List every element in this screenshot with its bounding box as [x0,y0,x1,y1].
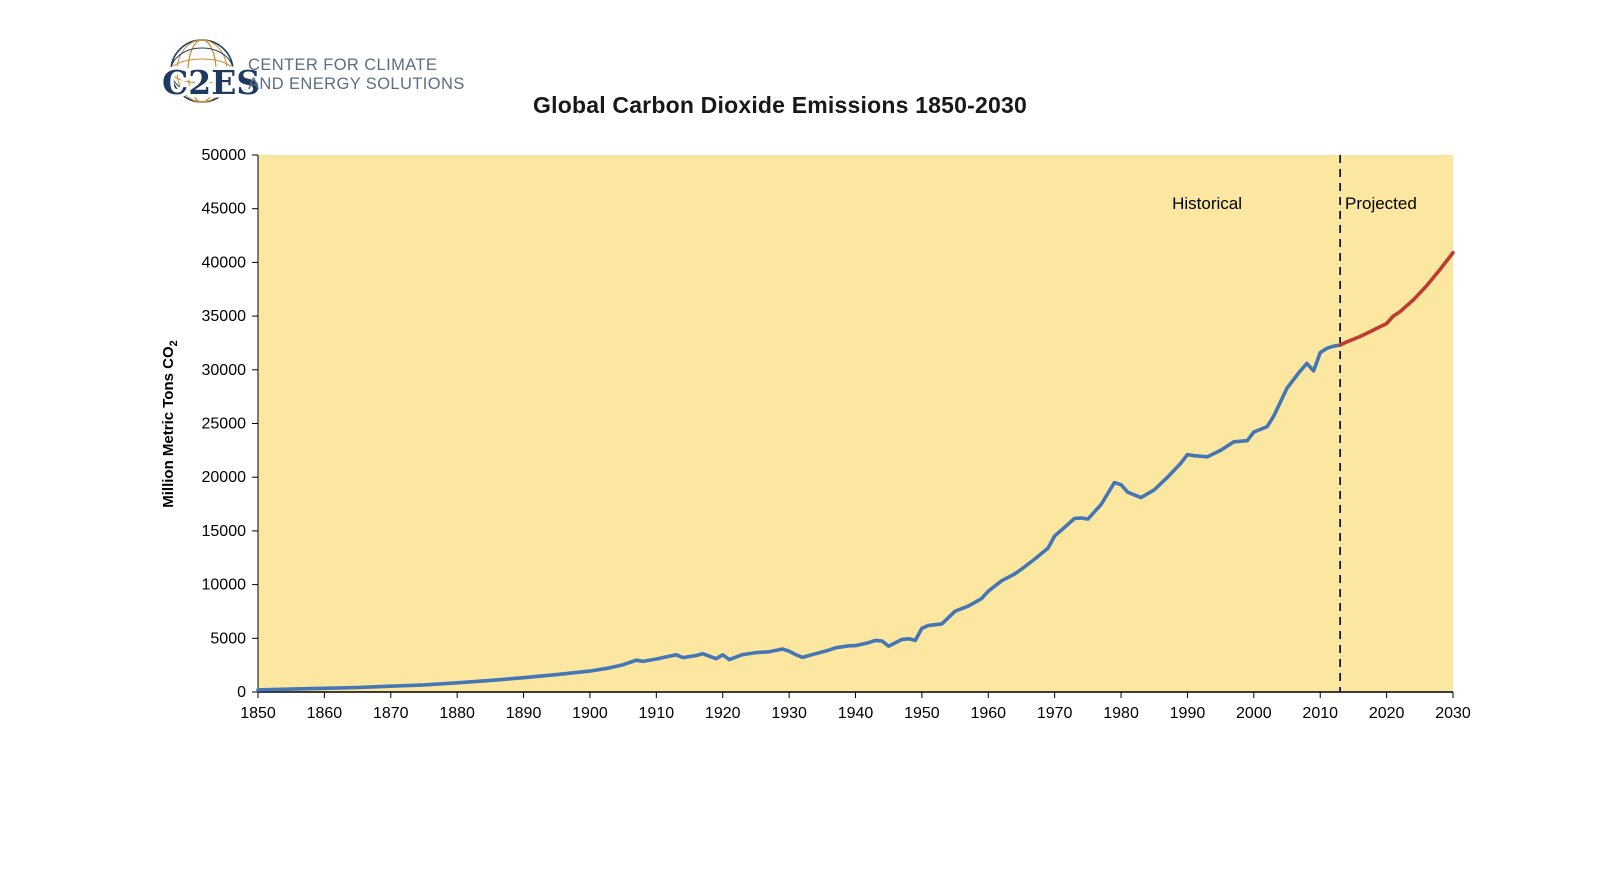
y-tick-label: 25000 [202,416,247,433]
y-tick-label: 35000 [202,308,247,325]
y-tick-label: 50000 [202,147,247,164]
x-tick-label: 2020 [1369,705,1405,722]
x-tick-label: 2010 [1302,705,1338,722]
series-line-projected [1338,250,1455,347]
x-tick-label: 1880 [439,705,475,722]
c2es-logo: C2ES C2ES CENTER FOR CLIMATE AND ENERGY … [148,34,478,110]
x-tick-label: 1900 [572,705,608,722]
logo-name-line2: AND ENERGY SOLUTIONS [248,75,465,93]
x-tick-label: 1920 [705,705,741,722]
x-tick-label: 1910 [639,705,675,722]
projected-label: Projected [1345,194,1417,213]
x-tick-label: 2030 [1435,705,1471,722]
y-tick-label: 15000 [202,523,247,540]
historical-label: Historical [1172,194,1242,213]
plot-area [258,155,1453,692]
x-tick-label: 2000 [1236,705,1272,722]
x-tick-label: 1890 [506,705,542,722]
series-line-historical [256,343,1342,692]
x-tick-label: 1980 [1103,705,1139,722]
x-tick-label: 1950 [904,705,940,722]
y-axis-title-text: Million Metric Tons CO [160,346,177,508]
x-tick-label: 1850 [240,705,276,722]
x-tick-label: 1960 [970,705,1006,722]
y-tick-label: 30000 [202,362,247,379]
y-tick-label: 20000 [202,469,247,486]
globe-icon: C2ES C2ES CENTER FOR CLIMATE AND ENERGY … [159,39,465,106]
x-tick-label: 1940 [838,705,874,722]
x-tick-label: 1860 [307,705,343,722]
x-tick-label: 1930 [771,705,807,722]
y-tick-label: 0 [237,684,246,701]
y-axis-title: Million Metric Tons CO2 [160,340,180,508]
y-axis-title-sub: 2 [168,340,180,347]
y-tick-label: 5000 [210,630,246,647]
x-tick-label: 1990 [1170,705,1206,722]
x-tick-label: 1870 [373,705,409,722]
chart-title: Global Carbon Dioxide Emissions 1850-203… [533,92,1027,118]
y-tick-label: 40000 [202,254,247,271]
y-tick-label: 10000 [202,577,247,594]
logo-acronym: C2ES [162,63,260,102]
logo-acronym-halo: C2ES [162,63,260,102]
x-tick-label: 1970 [1037,705,1073,722]
y-tick-label: 45000 [202,201,247,218]
logo-name-line1: CENTER FOR CLIMATE [248,56,437,74]
